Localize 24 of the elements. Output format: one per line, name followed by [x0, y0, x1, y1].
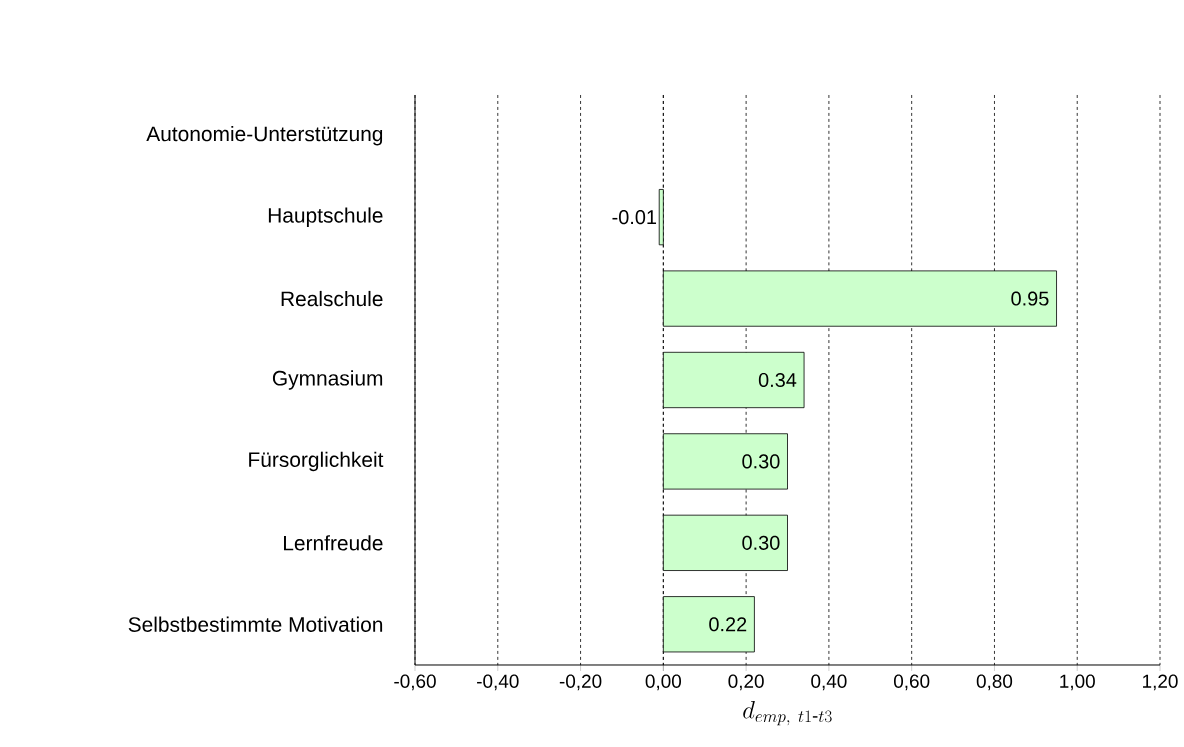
x-tick-label: 0,00 — [645, 674, 682, 691]
y-tick-label: Selbstbestimmte Motivation — [128, 616, 383, 632]
x-tick-label: -0,20 — [559, 674, 602, 691]
x-axis-title: $d_{emp,\ t1\text{-}t3}$ — [743, 701, 832, 726]
data-label: 0.30 — [742, 535, 780, 550]
data-label: -0.01 — [612, 210, 657, 225]
x-tick-label: 0,20 — [728, 674, 764, 691]
data-label: 0.95 — [1011, 291, 1049, 306]
data-label: 0.34 — [758, 372, 797, 388]
x-tick-label: 1,00 — [1060, 674, 1095, 691]
y-tick-label: Realschule — [281, 290, 383, 307]
x-tick-label: 0,80 — [976, 674, 1013, 691]
x-tick-label: 0,40 — [811, 674, 847, 691]
data-label: 0.22 — [709, 617, 747, 632]
y-tick-label: Lernfreude — [284, 535, 383, 551]
x-tick-label: 1,20 — [1143, 674, 1178, 691]
x-tick-label: -0,60 — [394, 674, 436, 691]
y-tick-label: Hauptschule — [268, 207, 383, 227]
y-tick-label: Autonomie-Unterstützung — [146, 125, 383, 146]
y-tick-label: Gymnasium — [272, 370, 383, 390]
data-label: 0.30 — [742, 454, 780, 469]
x-tick-label: -0,40 — [477, 674, 519, 691]
y-tick-label: Fürsorglichkeit — [249, 451, 384, 472]
x-tick-label: 0,60 — [893, 674, 930, 691]
